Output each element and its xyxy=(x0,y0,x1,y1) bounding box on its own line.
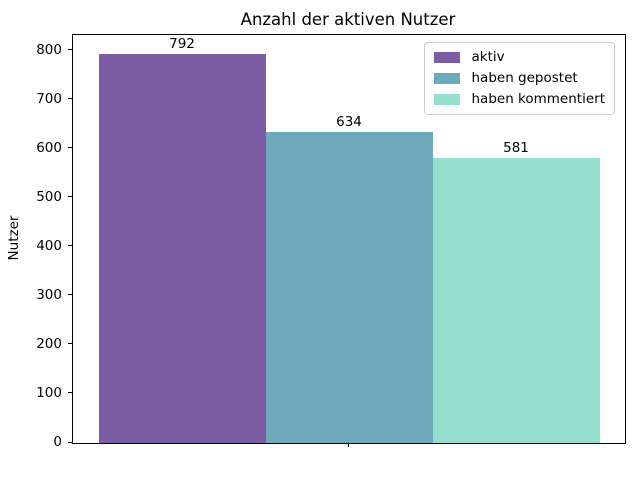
bar-haben-kommentiert xyxy=(432,157,600,443)
legend-label: haben kommentiert xyxy=(471,91,605,107)
legend-swatch-icon xyxy=(434,73,461,84)
legend-row: aktiv xyxy=(434,49,605,66)
legend-row: haben kommentiert xyxy=(434,91,605,108)
legend-row: haben gepostet xyxy=(434,70,605,87)
y-tick-label: 700 xyxy=(36,90,62,107)
y-tick-label: 800 xyxy=(36,41,62,58)
y-tick-label: 100 xyxy=(36,384,62,401)
y-tick-mark xyxy=(68,294,72,296)
y-tick-mark xyxy=(68,98,72,100)
y-tick-mark xyxy=(68,392,72,394)
y-tick-label: 400 xyxy=(36,237,62,254)
legend-swatch-icon xyxy=(434,52,461,63)
y-tick-label: 300 xyxy=(36,286,62,303)
y-tick-mark xyxy=(68,343,72,345)
chart-title: Anzahl der aktiven Nutzer xyxy=(240,10,456,29)
y-tick-label: 200 xyxy=(36,335,62,352)
bar-haben-gepostet xyxy=(265,131,433,443)
legend-label: aktiv xyxy=(471,49,505,65)
y-tick-mark xyxy=(68,49,72,50)
y-tick-mark xyxy=(68,196,72,198)
y-tick-label: 600 xyxy=(36,139,62,156)
legend: aktiv haben gepostet haben kommentiert xyxy=(424,42,615,115)
y-tick-label: 0 xyxy=(53,434,62,450)
legend-label: haben gepostet xyxy=(471,70,578,86)
y-tick-label: 500 xyxy=(36,188,62,205)
legend-swatch-icon xyxy=(434,94,461,105)
bar-value-label: 792 xyxy=(169,36,195,53)
x-tick-mark xyxy=(347,443,349,447)
bar-aktiv xyxy=(98,54,266,443)
y-tick-mark xyxy=(68,441,72,443)
bar-value-label: 581 xyxy=(503,139,529,156)
y-tick-mark xyxy=(68,147,72,149)
y-tick-mark xyxy=(68,245,72,247)
bar-value-label: 634 xyxy=(336,113,362,130)
